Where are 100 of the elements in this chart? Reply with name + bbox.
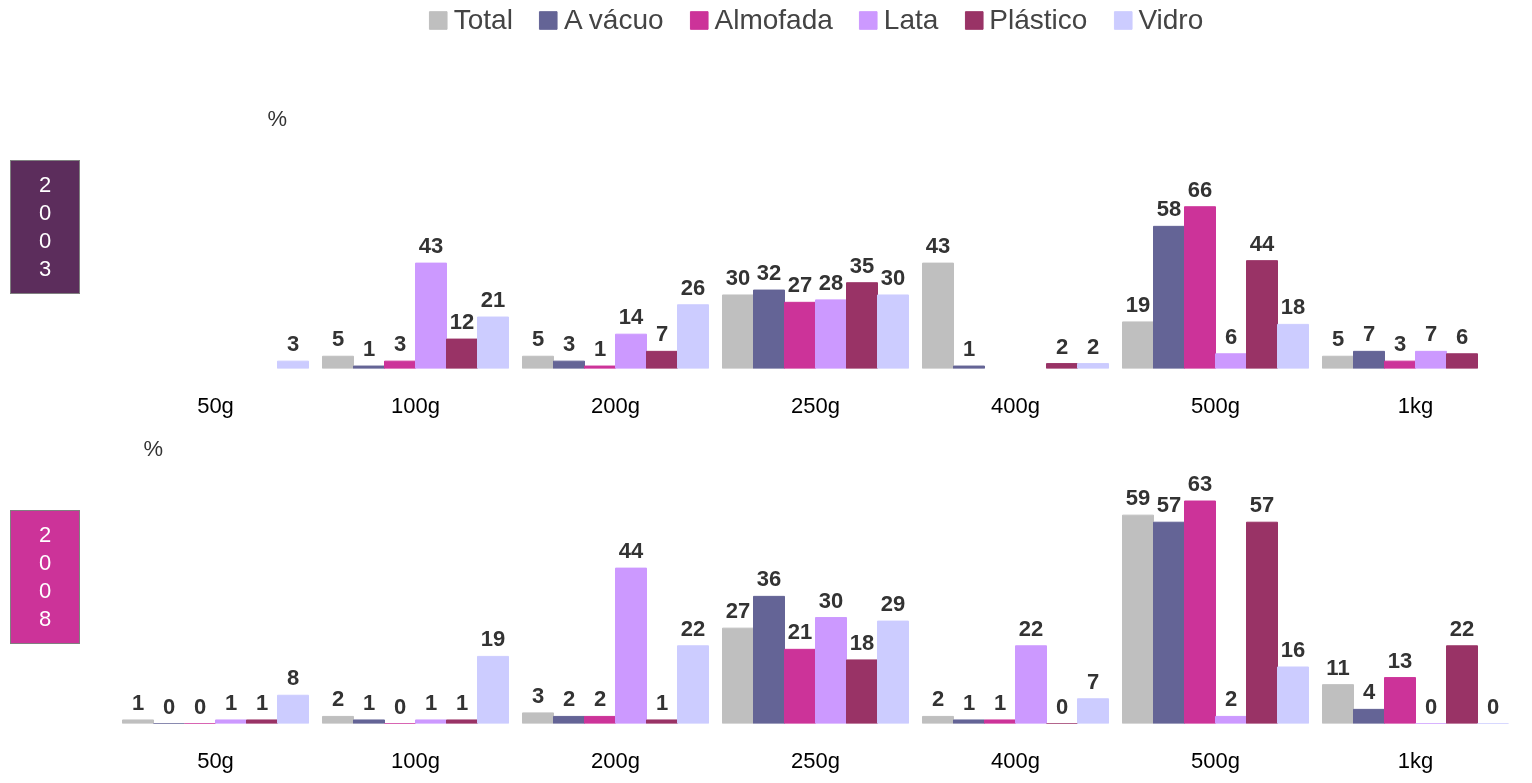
data-label: 3 [531, 682, 545, 708]
data-label: 66 [1187, 176, 1213, 202]
data-label: 21 [787, 619, 813, 645]
data-label: 6 [1224, 323, 1238, 349]
x-tick-label: 400g [991, 392, 1040, 418]
data-label: 7 [1086, 668, 1100, 694]
x-tick-label: 250g [791, 392, 840, 418]
data-label: 35 [849, 252, 875, 278]
data-label: 1 [655, 689, 669, 715]
legend-label: Vidro [1138, 4, 1204, 36]
data-label: 44 [1249, 230, 1275, 256]
data-label: 18 [849, 629, 875, 655]
data-label: 44 [618, 538, 644, 564]
data-label: 2 [931, 686, 945, 712]
data-label: 1 [362, 336, 376, 362]
data-label: 2 [1086, 333, 1100, 359]
data-label: 0 [1486, 693, 1500, 719]
data-label: 30 [818, 587, 844, 613]
data-label: 27 [787, 272, 813, 298]
x-tick-label: 1kg [1397, 747, 1434, 773]
data-label: 1 [424, 689, 438, 715]
data-label: 2 [593, 686, 607, 712]
data-label: 0 [1424, 693, 1438, 719]
data-label: 5 [531, 326, 545, 352]
data-label: 3 [286, 331, 300, 357]
data-label: 1 [993, 689, 1007, 715]
data-label: 8 [286, 665, 300, 691]
data-label: 3 [562, 331, 576, 357]
data-label: 2 [562, 686, 576, 712]
data-label: 22 [680, 615, 706, 641]
data-label: 1 [131, 689, 145, 715]
data-label: 57 [1249, 492, 1275, 518]
data-label: 3 [393, 331, 407, 357]
x-tick-label: 50g [197, 392, 234, 418]
data-label: 7 [1424, 321, 1438, 347]
data-label: 19 [480, 626, 506, 652]
text: 2008 [10, 510, 80, 644]
data-label: 1 [962, 689, 976, 715]
data-label: 30 [725, 264, 751, 290]
chart-title: 2003 [10, 160, 80, 294]
data-label: 1 [593, 336, 607, 362]
data-label: 36 [756, 566, 782, 592]
data-label: 0 [162, 693, 176, 719]
data-label: 7 [655, 321, 669, 347]
legend-label: A vácuo [563, 4, 664, 36]
data-label: 0 [193, 693, 207, 719]
legend-label: Total [453, 4, 513, 36]
text: % [267, 105, 288, 131]
legend-label: Lata [883, 4, 939, 36]
data-label: 0 [393, 693, 407, 719]
data-label: 1 [224, 689, 238, 715]
data-label: 1 [455, 689, 469, 715]
data-label: 5 [331, 326, 345, 352]
legend-label: Almofada [714, 4, 833, 36]
text: % [143, 435, 164, 461]
data-label: 63 [1187, 471, 1213, 497]
x-tick-label: 500g [1191, 747, 1240, 773]
x-tick-label: 50g [197, 747, 234, 773]
data-label: 0 [1055, 693, 1069, 719]
data-label: 1 [962, 336, 976, 362]
x-tick-label: 250g [791, 747, 840, 773]
data-label: 2 [1224, 686, 1238, 712]
data-label: 4 [1362, 679, 1376, 705]
data-label: 19 [1125, 291, 1151, 317]
legend-label: Plástico [989, 4, 1088, 36]
x-tick-label: 1kg [1397, 392, 1434, 418]
data-label: 14 [618, 304, 644, 330]
data-label: 5 [1331, 326, 1345, 352]
data-label: 7 [1362, 321, 1376, 347]
data-label: 2 [331, 686, 345, 712]
data-label: 3 [1393, 331, 1407, 357]
data-label: 22 [1449, 615, 1475, 641]
data-label: 16 [1280, 637, 1306, 662]
data-label: 18 [1280, 294, 1306, 320]
data-label: 11 [1326, 654, 1350, 680]
x-tick-label: 100g [391, 747, 440, 773]
x-tick-label: 200g [591, 747, 640, 773]
data-label: 59 [1125, 485, 1151, 511]
data-label: 43 [418, 233, 444, 259]
data-label: 1 [255, 689, 269, 715]
data-label: 2 [1055, 333, 1069, 359]
data-label: 27 [725, 598, 751, 624]
data-label: 30 [880, 264, 906, 290]
x-tick-label: 500g [1191, 392, 1240, 418]
data-label: 57 [1156, 492, 1182, 518]
x-tick-label: 400g [991, 747, 1040, 773]
data-label: 29 [880, 591, 906, 617]
x-tick-label: 200g [591, 392, 640, 418]
data-label: 22 [1018, 615, 1044, 641]
data-label: 32 [756, 260, 782, 286]
data-label: 28 [818, 269, 844, 295]
data-label: 12 [449, 309, 475, 335]
x-tick-label: 100g [391, 392, 440, 418]
data-label: 1 [362, 689, 376, 715]
data-label: 43 [925, 233, 951, 259]
data-label: 21 [480, 287, 506, 313]
data-label: 58 [1156, 196, 1182, 222]
data-label: 26 [680, 274, 706, 300]
data-label: 13 [1387, 647, 1413, 673]
data-label: 6 [1455, 323, 1469, 349]
